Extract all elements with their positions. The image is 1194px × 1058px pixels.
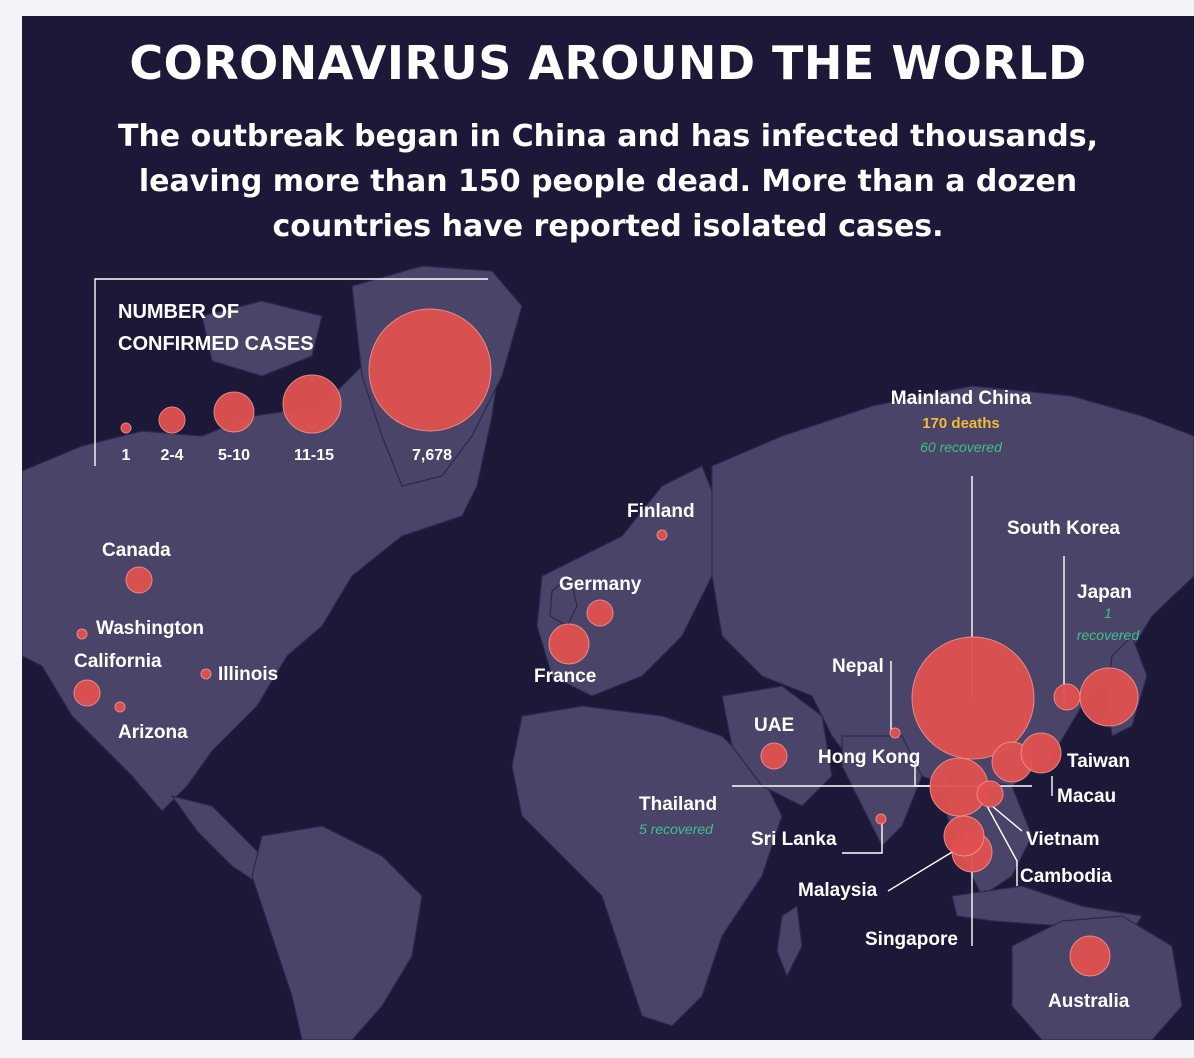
label-australia: Australia — [1048, 991, 1130, 1012]
bubble-singapore — [943, 815, 985, 857]
land-australia — [1011, 915, 1183, 1040]
bubble-finland — [656, 529, 668, 541]
legend-label-5-10: 5-10 — [218, 447, 250, 464]
legend-title-line1: NUMBER OF — [118, 301, 239, 323]
label-france: France — [534, 666, 596, 687]
bubble-mainland-china — [911, 636, 1035, 760]
legend-title-line2: CONFIRMED CASES — [118, 333, 314, 355]
label-thailand: Thailand — [639, 794, 717, 815]
label-canada: Canada — [102, 540, 171, 561]
bubble-germany — [586, 599, 614, 627]
bubble-uae — [760, 742, 788, 770]
legend-bubble-5-10 — [213, 391, 255, 433]
bubble-australia — [1069, 935, 1111, 977]
land-africa — [511, 705, 783, 1027]
legend-bubble-1 — [120, 422, 132, 434]
legend-label-2-4: 2-4 — [160, 447, 183, 464]
label-sri-lanka: Sri Lanka — [751, 829, 837, 850]
label-singapore: Singapore — [865, 929, 958, 950]
infographic-frame: NUMBER OF CONFIRMED CASES 1 2-4 5-10 11-… — [22, 16, 1194, 1040]
land-india — [841, 735, 923, 848]
label-arizona: Arizona — [118, 722, 188, 743]
china-recovered: 60 recovered — [920, 439, 1003, 455]
legend-label-11-15: 11-15 — [294, 447, 334, 464]
legend-label-1: 1 — [122, 447, 131, 464]
bubble-france — [548, 623, 590, 665]
label-uae: UAE — [754, 715, 794, 736]
bubble-california — [73, 679, 101, 707]
subtitle-line-2: leaving more than 150 people dead. More … — [138, 164, 1078, 199]
bubble-south-korea — [1053, 683, 1081, 711]
label-malaysia: Malaysia — [798, 880, 878, 901]
bubble-arizona — [114, 701, 126, 713]
land-south-america — [251, 825, 423, 1040]
label-vietnam: Vietnam — [1026, 829, 1100, 850]
leader-sri-lanka — [842, 821, 883, 854]
subtitle-line-1: The outbreak began in China and has infe… — [117, 119, 1098, 154]
land-uk — [549, 574, 578, 627]
label-taiwan: Taiwan — [1067, 751, 1130, 772]
leader-malaysia — [887, 845, 963, 892]
china-deaths: 170 deaths — [922, 415, 1000, 432]
legend: NUMBER OF CONFIRMED CASES 1 2-4 5-10 11-… — [94, 278, 492, 466]
world-map: NUMBER OF CONFIRMED CASES 1 2-4 5-10 11-… — [22, 265, 1194, 1040]
bubble-nepal — [889, 727, 901, 739]
label-california: California — [74, 651, 162, 672]
subtitle-line-3: countries have reported isolated cases. — [272, 209, 944, 244]
label-mainland-china: Mainland China — [891, 388, 1032, 409]
legend-bubble-7678 — [368, 308, 492, 432]
legend-bubble-2-4 — [158, 406, 186, 434]
legend-label-7678: 7,678 — [412, 447, 452, 464]
leader-vietnam — [991, 805, 1023, 832]
bubble-washington — [76, 628, 88, 640]
bubble-taiwan — [1020, 732, 1062, 774]
page-title: CORONAVIRUS AROUND THE WORLD — [129, 36, 1087, 90]
bubble-illinois — [200, 668, 212, 680]
leader-cambodia — [986, 805, 1018, 886]
label-macau: Macau — [1057, 786, 1116, 807]
label-washington: Washington — [96, 618, 204, 639]
bubble-vietnam — [976, 780, 1004, 808]
bubble-japan — [1079, 667, 1139, 727]
label-hong-kong: Hong Kong — [818, 747, 920, 768]
land-arctic-islands — [201, 300, 323, 377]
land-madagascar — [776, 904, 803, 978]
japan-recovered-count: 1 — [1104, 605, 1112, 621]
japan-recovered-label: recovered — [1077, 627, 1140, 643]
legend-frame — [94, 278, 488, 466]
bubble-sri-lanka — [875, 813, 887, 825]
location-labels: Canada Washington California Illinois Ar… — [74, 388, 1140, 1012]
label-japan: Japan — [1077, 582, 1132, 603]
label-germany: Germany — [559, 574, 642, 595]
label-south-korea: South Korea — [1007, 518, 1120, 539]
leader-lines — [732, 476, 1065, 946]
bubble-canada — [125, 566, 153, 594]
legend-bubble-11-15 — [282, 374, 342, 434]
label-finland: Finland — [627, 501, 695, 522]
label-cambodia: Cambodia — [1020, 866, 1112, 887]
landmasses — [22, 265, 1194, 1040]
subtitle: The outbreak began in China and has infe… — [82, 114, 1134, 249]
label-illinois: Illinois — [218, 664, 278, 685]
case-bubbles — [73, 529, 1139, 977]
thailand-recovered: 5 recovered — [639, 821, 714, 837]
label-nepal: Nepal — [832, 656, 884, 677]
